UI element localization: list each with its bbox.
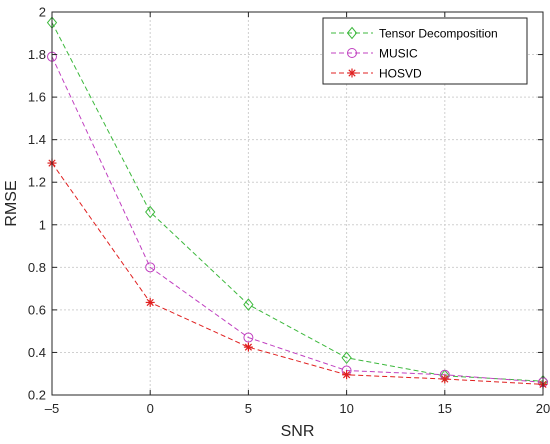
legend-label: Tensor Decomposition bbox=[379, 27, 498, 41]
x-tick-label: 10 bbox=[339, 401, 353, 416]
legend-label: HOSVD bbox=[379, 67, 422, 81]
y-tick-label: 1.6 bbox=[28, 90, 46, 105]
data-point-1 bbox=[243, 332, 254, 343]
y-tick-label: 0.6 bbox=[28, 302, 46, 317]
series-line-0 bbox=[51, 22, 544, 382]
y-axis-title: RMSE bbox=[3, 180, 20, 226]
data-point-1 bbox=[145, 262, 156, 273]
y-tick-label: 0.8 bbox=[28, 260, 46, 275]
y-tick-label: 1.4 bbox=[28, 132, 46, 147]
x-tick-label: 15 bbox=[438, 401, 452, 416]
legend-marker bbox=[347, 68, 357, 78]
y-tick-label: 0.2 bbox=[28, 388, 46, 403]
x-tick-label: 5 bbox=[245, 401, 252, 416]
data-point-2 bbox=[243, 342, 253, 352]
y-tick-label: 1.2 bbox=[28, 175, 46, 190]
x-tick-label: –5 bbox=[45, 401, 59, 416]
y-tick-label: 0.4 bbox=[28, 345, 46, 360]
legend-label: MUSIC bbox=[379, 47, 418, 61]
grid-lines bbox=[52, 12, 543, 395]
data-point-2 bbox=[342, 370, 352, 380]
y-tick-label: 1 bbox=[39, 217, 46, 232]
legend-marker bbox=[346, 26, 358, 40]
plot-frame bbox=[51, 11, 544, 396]
data-point-0 bbox=[341, 351, 352, 365]
y-tick-label: 2 bbox=[39, 5, 46, 20]
x-tick-label: 20 bbox=[536, 401, 550, 416]
x-axis-title: SNR bbox=[281, 423, 315, 440]
y-tick-label: 1.8 bbox=[28, 47, 46, 62]
data-point-0 bbox=[145, 205, 156, 219]
legend: Tensor Decomposition MUSIC HOSVD bbox=[322, 17, 528, 85]
x-tick-label: 0 bbox=[147, 401, 154, 416]
data-point-2 bbox=[145, 297, 155, 307]
data-point-2 bbox=[440, 374, 450, 384]
series-line-2 bbox=[51, 162, 544, 385]
data-point-0 bbox=[243, 298, 254, 311]
series-line-1 bbox=[51, 56, 544, 383]
tick-layer: –5 0 5 10 15 20 0.2 0.4 0.6 0.8 1 1.2 1.4 1.6 1.8 2 bbox=[28, 5, 550, 417]
legend-marker bbox=[347, 48, 357, 58]
